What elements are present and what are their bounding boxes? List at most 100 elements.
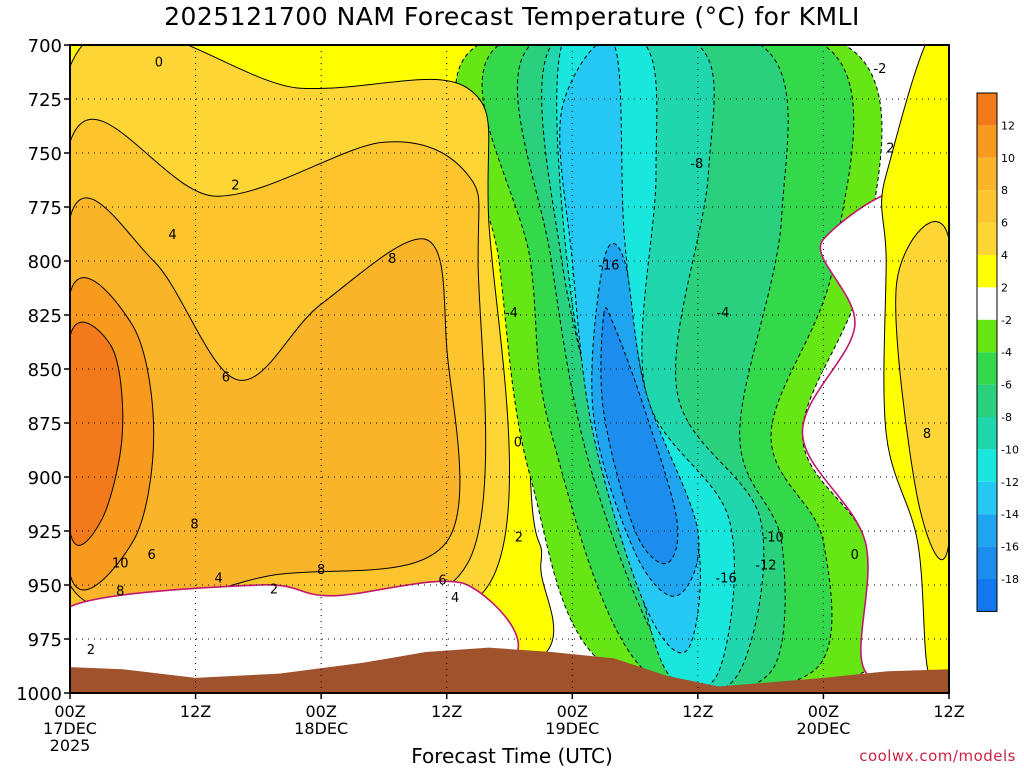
x-tick-label-6-1: 20DEC bbox=[796, 719, 850, 738]
temperature-region-15 bbox=[70, 321, 124, 546]
contour-label-7: 6 bbox=[147, 548, 155, 563]
contour-label-16: 2 bbox=[515, 530, 523, 545]
colorbar-bin-6 bbox=[977, 287, 997, 320]
temperature-region-16 bbox=[895, 221, 949, 560]
x-tick-label-0-2: 2025 bbox=[50, 736, 91, 755]
colorbar-label-14: -18 bbox=[1001, 573, 1019, 586]
colorbar-bin-0 bbox=[977, 93, 997, 126]
colorbar-label-13: -16 bbox=[1001, 541, 1019, 554]
colorbar-label-4: 4 bbox=[1001, 249, 1008, 262]
contour-label-14: 2 bbox=[87, 643, 95, 658]
x-axis-title: Forecast Time (UTC) bbox=[411, 744, 613, 768]
temperature-region-13 bbox=[70, 197, 461, 611]
grid-layer bbox=[70, 45, 949, 693]
colorbar-bin-9 bbox=[977, 384, 997, 417]
contour-label-8: 8 bbox=[116, 584, 124, 599]
colorbar-label-8: -6 bbox=[1001, 379, 1012, 392]
contour-label-13: 4 bbox=[451, 591, 459, 606]
y-tick-label-4: 800 bbox=[28, 252, 62, 273]
contour-label-11: 8 bbox=[317, 563, 325, 578]
colorbar-label-12: -14 bbox=[1001, 508, 1019, 521]
colorbar-label-2: 8 bbox=[1001, 184, 1008, 197]
colorbar-bin-1 bbox=[977, 125, 997, 158]
x-tick-label-6-0: 00Z bbox=[808, 702, 839, 721]
colorbar-bin-11 bbox=[977, 449, 997, 482]
y-tick-label-9: 925 bbox=[28, 522, 62, 543]
contour-label-27: 8 bbox=[923, 427, 931, 442]
y-tick-label-7: 875 bbox=[28, 414, 62, 435]
colorbar-label-3: 6 bbox=[1001, 217, 1008, 230]
colorbar-bin-2 bbox=[977, 157, 997, 191]
colorbar-label-5: 2 bbox=[1001, 281, 1008, 294]
x-tick-label-2-0: 00Z bbox=[305, 702, 336, 721]
contour-label-18: -16 bbox=[598, 258, 619, 273]
colorbar: 12 10 8 6 4 2 -2 -4 -6 -8 -10 -12 -14 -16 -18 bbox=[976, 92, 1019, 612]
contour-label-1: 2 bbox=[231, 178, 239, 193]
colorbar-bin-4 bbox=[977, 222, 997, 255]
colorbar-frame bbox=[976, 92, 998, 612]
contour-label-4: 8 bbox=[388, 252, 396, 267]
y-tick-label-5: 825 bbox=[28, 306, 62, 327]
x-tick-label-0-0: 00Z bbox=[54, 702, 85, 721]
contour-label-15: 0 bbox=[514, 435, 522, 450]
x-tick-label-0-1: 17DEC bbox=[43, 719, 97, 738]
y-tick-label-8: 900 bbox=[28, 468, 62, 489]
x-tick-label-5-0: 12Z bbox=[682, 702, 713, 721]
x-tick-label-1-0: 12Z bbox=[180, 702, 211, 721]
x-tick-label-4-0: 00Z bbox=[557, 702, 588, 721]
contour-label-23: -16 bbox=[715, 572, 736, 587]
colorbar-label-7: -4 bbox=[1001, 346, 1012, 359]
contour-label-25: 2 bbox=[886, 142, 894, 157]
colorbar-bin-12 bbox=[977, 481, 997, 515]
colorbar-label-10: -10 bbox=[1001, 443, 1019, 456]
contour-label-0: 0 bbox=[155, 55, 163, 70]
contour-label-5: 8 bbox=[190, 518, 198, 533]
y-tick-label-3: 775 bbox=[28, 198, 62, 219]
y-tick-label-10: 950 bbox=[28, 576, 62, 597]
y-axis: 700 725 750 775 800 825 850 875 900 925 950 975 1000 bbox=[16, 36, 70, 705]
y-tick-label-0: 700 bbox=[28, 36, 62, 57]
contour-label-20: -4 bbox=[716, 306, 729, 321]
temperature-fill-layer bbox=[70, 45, 949, 693]
y-tick-label-11: 975 bbox=[28, 630, 62, 651]
contour-label-19: -8 bbox=[690, 157, 703, 172]
colorbar-bin-13 bbox=[977, 514, 997, 547]
contour-label-6: 10 bbox=[112, 556, 129, 571]
contour-label-10: 2 bbox=[270, 582, 278, 597]
chart-title: 2025121700 NAM Forecast Temperature (°C)… bbox=[164, 2, 860, 31]
contour-label-22: -12 bbox=[755, 559, 776, 574]
contour-label-2: 4 bbox=[168, 228, 176, 243]
x-tick-label-7-0: 12Z bbox=[933, 702, 964, 721]
temperature-region-8 bbox=[600, 307, 679, 565]
colorbar-label-9: -8 bbox=[1001, 411, 1012, 424]
terrain-layer bbox=[70, 647, 949, 693]
colorbar-bin-7 bbox=[977, 319, 997, 353]
contour-label-3: 6 bbox=[222, 371, 230, 386]
y-tick-label-1: 725 bbox=[28, 90, 62, 111]
colorbar-bin-15 bbox=[977, 579, 997, 612]
terrain-fill bbox=[70, 647, 949, 693]
x-tick-label-2-1: 18DEC bbox=[294, 719, 348, 738]
contour-label-9: 4 bbox=[214, 572, 222, 587]
colorbar-label-6: -2 bbox=[1001, 314, 1012, 327]
x-tick-label-4-1: 19DEC bbox=[545, 719, 599, 738]
colorbar-bin-3 bbox=[977, 190, 997, 223]
y-tick-label-2: 750 bbox=[28, 144, 62, 165]
y-tick-label-12: 1000 bbox=[16, 684, 62, 705]
colorbar-bin-5 bbox=[977, 255, 997, 288]
contour-label-17: -4 bbox=[505, 306, 518, 321]
colorbar-bin-14 bbox=[977, 546, 997, 579]
colorbar-label-0: 12 bbox=[1001, 119, 1015, 132]
colorbar-bin-8 bbox=[977, 352, 997, 385]
colorbar-label-1: 10 bbox=[1001, 152, 1015, 165]
colorbar-label-11: -12 bbox=[1001, 476, 1019, 489]
y-tick-label-6: 850 bbox=[28, 360, 62, 381]
contour-label-26: -2 bbox=[873, 62, 886, 77]
x-tick-label-3-0: 12Z bbox=[431, 702, 462, 721]
colorbar-bin-10 bbox=[977, 417, 997, 450]
contour-label-12: 6 bbox=[438, 574, 446, 589]
contour-labels-layer: 024688106842864202-4-16-8-4-10-12-1602-2… bbox=[87, 55, 931, 658]
source-credit: coolwx.com/models bbox=[859, 747, 1016, 765]
